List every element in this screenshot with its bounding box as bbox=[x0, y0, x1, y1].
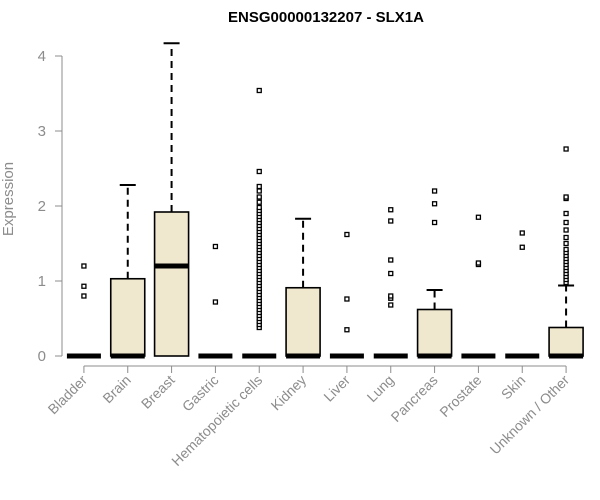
box-group bbox=[461, 214, 496, 359]
outlier-point bbox=[212, 299, 219, 305]
outlier-point bbox=[519, 244, 525, 250]
box-group bbox=[66, 263, 101, 359]
box bbox=[109, 277, 146, 357]
outlier-point bbox=[256, 194, 262, 200]
outlier-point bbox=[344, 327, 350, 333]
outlier-point bbox=[563, 194, 569, 200]
outlier-point bbox=[212, 243, 219, 250]
x-tick-label: Kidney bbox=[268, 372, 310, 414]
box-group bbox=[109, 184, 146, 359]
y-tick-label: 1 bbox=[38, 273, 46, 290]
x-tick-label: Gastric bbox=[179, 372, 222, 415]
box bbox=[153, 211, 190, 357]
y-tick-label: 2 bbox=[38, 198, 46, 215]
outlier-point bbox=[344, 231, 350, 238]
box-group bbox=[285, 217, 321, 359]
outlier-point bbox=[519, 230, 525, 236]
outlier-point bbox=[563, 240, 569, 247]
y-axis-label: Expression bbox=[0, 162, 17, 236]
box bbox=[285, 286, 321, 357]
outlier-point bbox=[563, 227, 569, 233]
x-tick-label: Bladder bbox=[45, 372, 91, 418]
box-group bbox=[198, 243, 233, 359]
boxes bbox=[66, 42, 584, 359]
outlier-point bbox=[431, 188, 438, 194]
outlier-point bbox=[256, 188, 262, 194]
outlier-point bbox=[81, 263, 87, 269]
box bbox=[548, 326, 584, 357]
outlier-point bbox=[563, 219, 569, 226]
box-group bbox=[373, 207, 408, 359]
outlier-point bbox=[563, 234, 569, 241]
x-tick-label: Lung bbox=[364, 372, 397, 405]
y-axis: 0 1 2 3 4 bbox=[38, 48, 63, 365]
outlier-point bbox=[431, 219, 438, 226]
outlier-point bbox=[81, 293, 87, 299]
outlier-point bbox=[388, 270, 394, 277]
outlier-point bbox=[344, 296, 350, 302]
outlier-point bbox=[256, 87, 262, 94]
y-tick-label: 4 bbox=[38, 48, 46, 65]
outlier-point bbox=[256, 199, 262, 205]
x-tick-label: Skin bbox=[498, 372, 529, 403]
box-group bbox=[329, 231, 364, 359]
y-tick-label: 0 bbox=[38, 348, 46, 365]
outlier-point bbox=[256, 183, 262, 190]
y-tick-label: 3 bbox=[38, 123, 46, 140]
outlier-point bbox=[388, 293, 394, 299]
outlier-point bbox=[388, 302, 394, 308]
box-group bbox=[242, 87, 277, 359]
outlier-point bbox=[388, 207, 394, 213]
box-group bbox=[548, 146, 584, 359]
outlier-point bbox=[388, 257, 394, 263]
box-group bbox=[505, 230, 540, 359]
outlier-point bbox=[388, 218, 394, 224]
x-tick-label: Brain bbox=[99, 372, 133, 406]
box bbox=[416, 308, 453, 357]
outlier-point bbox=[475, 214, 482, 220]
outlier-point bbox=[563, 146, 569, 152]
box-group bbox=[153, 42, 190, 357]
chart-title: ENSG00000132207 - SLX1A bbox=[228, 9, 424, 26]
x-tick-label: Breast bbox=[138, 372, 178, 412]
outlier-point bbox=[563, 210, 569, 217]
box-group bbox=[416, 188, 453, 359]
x-tick-label: Prostate bbox=[436, 372, 484, 420]
outlier-point bbox=[256, 168, 262, 175]
x-tick-label: Unknown / Other bbox=[487, 372, 573, 458]
x-tick-label: Liver bbox=[320, 372, 353, 405]
outlier-point bbox=[563, 246, 569, 253]
outlier-point bbox=[475, 260, 482, 266]
outlier-point bbox=[431, 201, 438, 207]
outlier-point bbox=[256, 204, 262, 211]
outlier-point bbox=[81, 283, 87, 289]
x-tick-label: Pancreas bbox=[388, 372, 441, 425]
